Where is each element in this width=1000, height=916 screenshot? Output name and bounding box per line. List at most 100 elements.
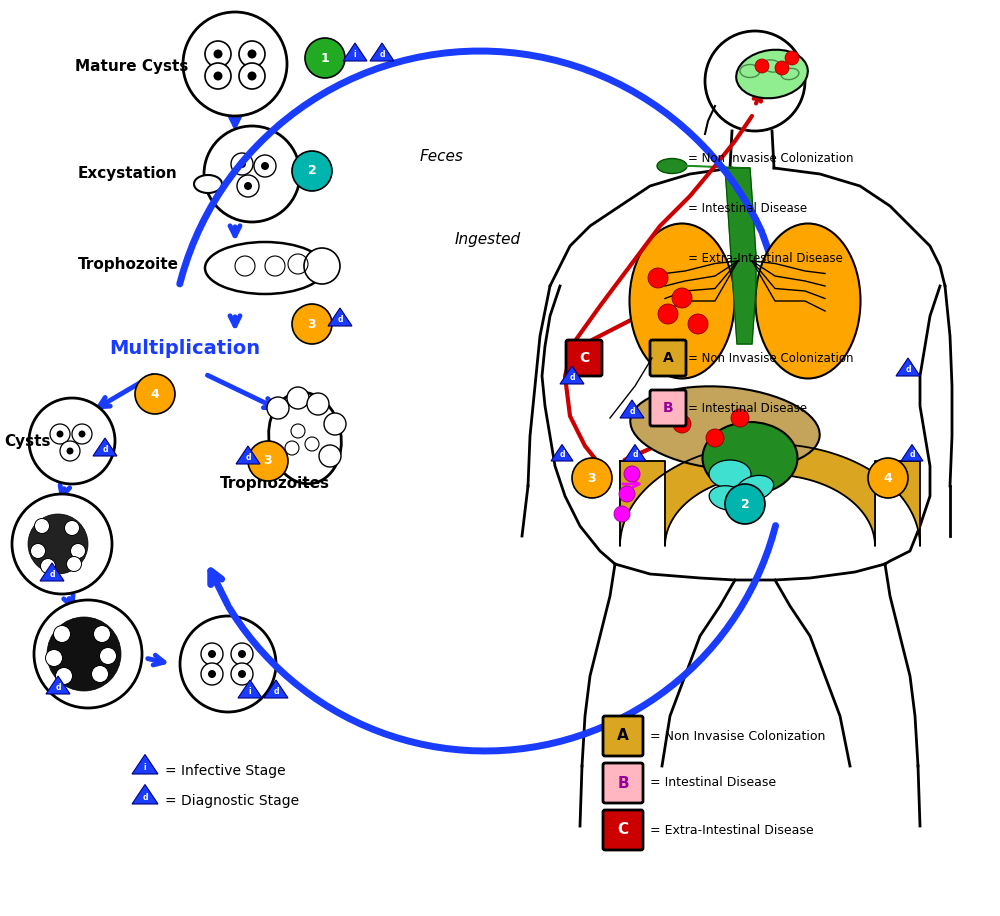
Text: d: d	[629, 407, 635, 416]
Circle shape	[40, 559, 56, 573]
Circle shape	[755, 59, 769, 73]
Circle shape	[78, 431, 86, 438]
FancyBboxPatch shape	[566, 340, 602, 376]
Text: d: d	[49, 570, 55, 579]
Circle shape	[231, 153, 253, 175]
Circle shape	[100, 648, 116, 664]
Ellipse shape	[630, 387, 820, 470]
Text: 2: 2	[308, 165, 316, 178]
Circle shape	[267, 397, 289, 419]
Text: Cysts: Cysts	[4, 434, 50, 449]
Polygon shape	[551, 444, 573, 461]
Circle shape	[28, 514, 88, 574]
Text: d: d	[102, 445, 108, 454]
Circle shape	[47, 617, 121, 691]
Circle shape	[237, 175, 259, 197]
Circle shape	[731, 409, 749, 427]
Text: d: d	[142, 793, 148, 802]
Circle shape	[231, 663, 253, 685]
Text: 4: 4	[151, 387, 159, 400]
Circle shape	[54, 626, 70, 642]
Polygon shape	[40, 563, 64, 581]
Circle shape	[244, 182, 252, 190]
Text: = Intestinal Disease: = Intestinal Disease	[688, 401, 807, 415]
Polygon shape	[46, 676, 70, 694]
Ellipse shape	[702, 422, 798, 494]
Text: = Intestinal Disease: = Intestinal Disease	[688, 202, 807, 214]
Circle shape	[239, 63, 265, 89]
Text: = Non Invasise Colonization: = Non Invasise Colonization	[650, 729, 825, 743]
Circle shape	[648, 268, 668, 288]
Circle shape	[66, 448, 74, 454]
Text: Feces: Feces	[420, 149, 464, 164]
Circle shape	[72, 424, 92, 444]
Circle shape	[239, 41, 265, 67]
Text: = Non Invasise Colonization: = Non Invasise Colonization	[688, 352, 854, 365]
Circle shape	[658, 304, 678, 324]
Text: d: d	[909, 450, 915, 459]
Circle shape	[208, 650, 216, 658]
Circle shape	[214, 49, 223, 59]
Text: Mature Cysts: Mature Cysts	[75, 59, 188, 74]
FancyBboxPatch shape	[603, 810, 643, 850]
Text: A: A	[663, 351, 673, 365]
Polygon shape	[901, 444, 923, 461]
Text: d: d	[55, 683, 61, 692]
Circle shape	[56, 431, 64, 438]
Circle shape	[688, 314, 708, 334]
FancyBboxPatch shape	[603, 716, 643, 756]
Text: d: d	[273, 687, 279, 696]
Circle shape	[205, 63, 231, 89]
Ellipse shape	[657, 158, 687, 173]
Circle shape	[319, 445, 341, 467]
Text: = Infective Stage: = Infective Stage	[165, 764, 286, 778]
Ellipse shape	[756, 224, 860, 378]
Polygon shape	[93, 438, 117, 456]
Circle shape	[201, 643, 223, 665]
Circle shape	[238, 650, 246, 658]
Circle shape	[292, 151, 332, 191]
Text: = Non Invasise Colonization: = Non Invasise Colonization	[688, 151, 854, 165]
Polygon shape	[624, 444, 646, 461]
Circle shape	[238, 670, 246, 678]
Text: 3: 3	[264, 454, 272, 467]
Text: d: d	[905, 365, 911, 374]
Circle shape	[785, 51, 799, 65]
Polygon shape	[238, 680, 262, 698]
Circle shape	[30, 543, 46, 559]
Text: Trophozoites: Trophozoites	[220, 476, 330, 491]
FancyBboxPatch shape	[603, 763, 643, 803]
Circle shape	[619, 486, 635, 502]
Circle shape	[66, 557, 82, 572]
Circle shape	[572, 458, 612, 498]
Circle shape	[135, 374, 175, 414]
Polygon shape	[560, 366, 584, 384]
Polygon shape	[896, 358, 920, 376]
Circle shape	[868, 458, 908, 498]
Circle shape	[248, 71, 256, 81]
Circle shape	[307, 393, 329, 415]
Text: B: B	[617, 776, 629, 791]
Ellipse shape	[205, 242, 325, 294]
Circle shape	[34, 600, 142, 708]
Circle shape	[60, 441, 80, 461]
Text: Multiplication: Multiplication	[109, 339, 261, 358]
Ellipse shape	[194, 175, 222, 193]
Text: 3: 3	[588, 472, 596, 485]
Text: = Extra-Intestinal Disease: = Extra-Intestinal Disease	[688, 252, 843, 265]
Polygon shape	[328, 308, 352, 326]
Polygon shape	[343, 43, 367, 61]
Polygon shape	[620, 400, 644, 418]
Text: = Diagnostic Stage: = Diagnostic Stage	[165, 794, 299, 808]
Circle shape	[287, 387, 309, 409]
Text: d: d	[559, 450, 565, 459]
Text: Ingested: Ingested	[455, 232, 521, 247]
Text: 2: 2	[741, 497, 749, 510]
Circle shape	[324, 413, 346, 435]
Circle shape	[29, 398, 115, 484]
Circle shape	[34, 518, 50, 533]
Text: 4: 4	[884, 472, 892, 485]
Polygon shape	[236, 446, 260, 464]
Text: i: i	[354, 50, 356, 59]
Circle shape	[624, 466, 640, 482]
